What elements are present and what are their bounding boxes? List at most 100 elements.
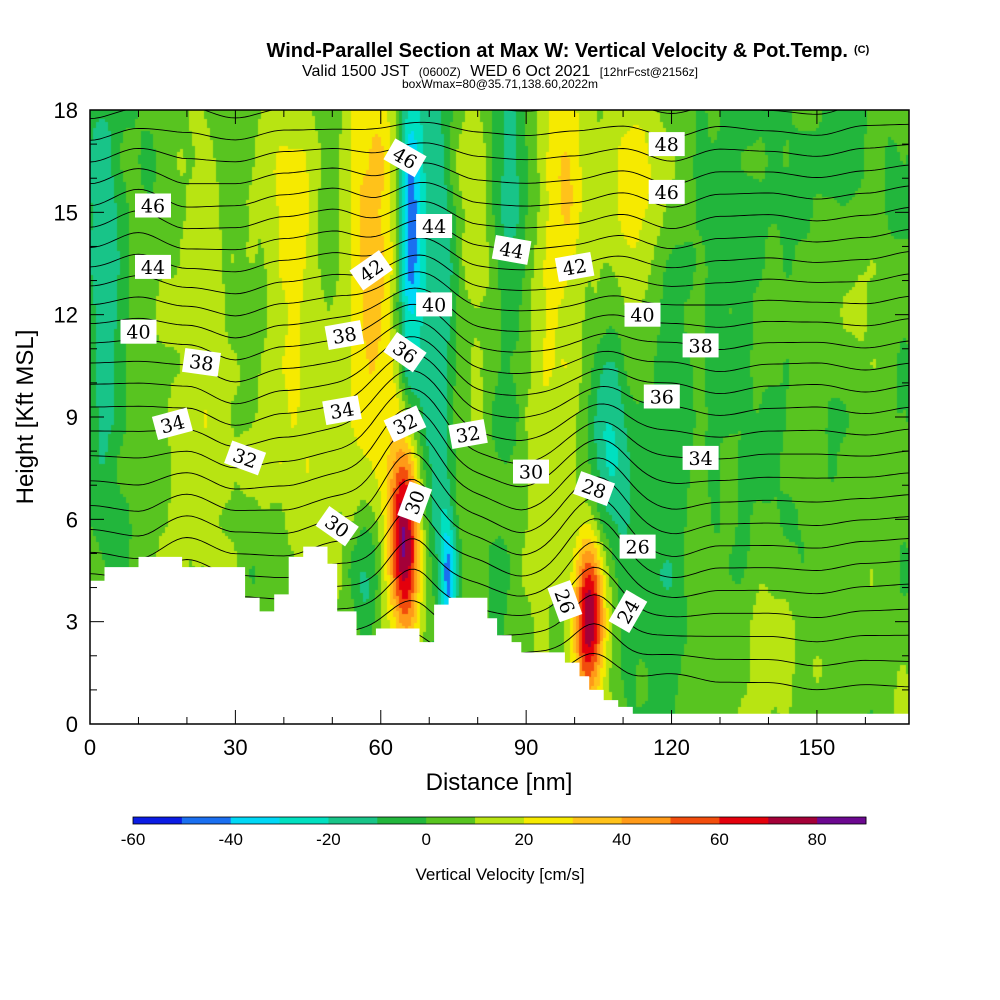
theta-label-text: 34 [689,448,713,470]
x-tick-label: 60 [369,735,393,760]
theta-label-box [619,534,656,559]
theta-labels: 4644403834323034384246363230444032443042… [120,132,719,633]
subtitle-date: WED 6 Oct 2021 [470,63,590,80]
terrain-mask [90,546,909,724]
theta-label-box [397,481,433,524]
theta-label: 38 [324,320,365,351]
x-tick-label: 150 [799,735,836,760]
theta-label-text: 38 [689,335,713,357]
colorbar-segment [670,817,720,824]
colorbar-segment [768,817,818,824]
theta-label: 44 [416,214,453,238]
y-tick-label: 6 [66,507,78,532]
theta-label-box [624,302,661,327]
theta-label-box [182,348,221,377]
theta-label-text: 46 [141,196,165,218]
colorbar: -60 -40 -20 0 20 40 60 80 [121,816,867,849]
subtitle-utc: (0600Z) [419,65,461,79]
chart-title: Wind-Parallel Section at Max W: Vertical… [267,40,848,62]
y-axis-title: Height [Kft MSL] [12,330,39,505]
isentrope-35 [90,336,909,405]
isentrope-33 [90,369,909,448]
theta-label: 32 [383,405,427,443]
theta-label-text: 30 [519,462,543,484]
colorbar-segment [475,817,525,824]
theta-label: 40 [120,319,157,344]
colorbar-segment [621,817,672,824]
x-tick-label: 0 [84,735,96,760]
isentrope-29 [90,452,909,537]
isentrope-31 [90,407,909,490]
theta-label-box [120,319,157,344]
theta-label: 30 [315,506,359,547]
theta-label: 38 [182,348,221,377]
y-tick-label: 3 [66,610,78,635]
colorbar-segment [426,817,476,824]
theta-label: 34 [322,395,362,426]
isentrope-47 [90,121,909,141]
theta-label: 44 [135,254,171,279]
theta-label-box [315,506,359,547]
theta-label-text: 40 [630,305,654,327]
x-tick-label: 90 [514,735,538,760]
axis-ticks [89,109,909,725]
theta-label: 44 [491,234,532,265]
colorbar-tick-label: 40 [612,830,631,849]
colorbar-segment [572,817,623,824]
colorbar-segment [817,817,867,824]
isentrope-39 [90,271,909,317]
theta-label-box [648,179,685,204]
theta-label: 36 [643,384,680,409]
theta-label-box [224,440,267,476]
theta-label-text: 38 [331,323,359,349]
theta-label: 46 [135,193,171,218]
isentrope-45 [90,162,909,185]
x-axis-title: Distance [nm] [426,769,573,796]
theta-label-box [643,384,680,409]
theta-label-box [383,138,427,178]
theta-label-box [682,445,719,470]
theta-label-text: 26 [626,537,650,559]
isentrope-38 [90,287,909,339]
theta-label-box [572,471,616,507]
theta-label: 34 [682,445,719,470]
colorbar-tick-label: 80 [808,830,827,849]
isentrope-28 [90,478,909,560]
isentrope-44 [90,181,909,208]
theta-label-text: 42 [561,255,589,281]
isentrope-32 [90,387,909,469]
colorbar-frame [132,816,867,825]
theta-label-text: 34 [328,398,356,424]
x-tick-label: 30 [223,735,247,760]
y-tick-label: 12 [54,303,78,328]
isentrope-34 [90,352,909,426]
y-tick-label: 18 [54,98,78,123]
y-tick-label: 9 [66,405,78,430]
isentrope-43 [90,201,909,230]
theta-label-text: 48 [655,134,679,156]
colorbar-segment [133,817,183,824]
theta-label-box [491,234,532,265]
isentrope-41 [90,237,909,273]
theta-label: 40 [624,302,661,327]
theta-label-box [448,419,488,450]
theta-label-box [135,254,171,279]
colorbar-segment [181,817,232,824]
isentrope-37 [90,303,909,361]
colorbar-tick-label: 20 [514,830,533,849]
theta-label-box [554,251,595,282]
theta-label: 26 [619,534,656,559]
theta-label-box [349,250,393,291]
subtitle-forecast: [12hrFcst@2156z] [600,65,698,79]
theta-label-text: 36 [650,387,674,409]
chart-title-mark: (C) [854,44,870,56]
colorbar-segment [230,817,281,824]
theta-label-box [383,405,427,443]
subtitle-valid: Valid 1500 JST [302,63,410,80]
theta-label-box [322,395,362,426]
theta-label: 30 [397,481,433,524]
theta-label-box [648,132,685,157]
isentrope-36 [90,320,909,383]
colorbar-tick-label: -40 [218,830,243,849]
theta-label: 28 [572,471,616,507]
